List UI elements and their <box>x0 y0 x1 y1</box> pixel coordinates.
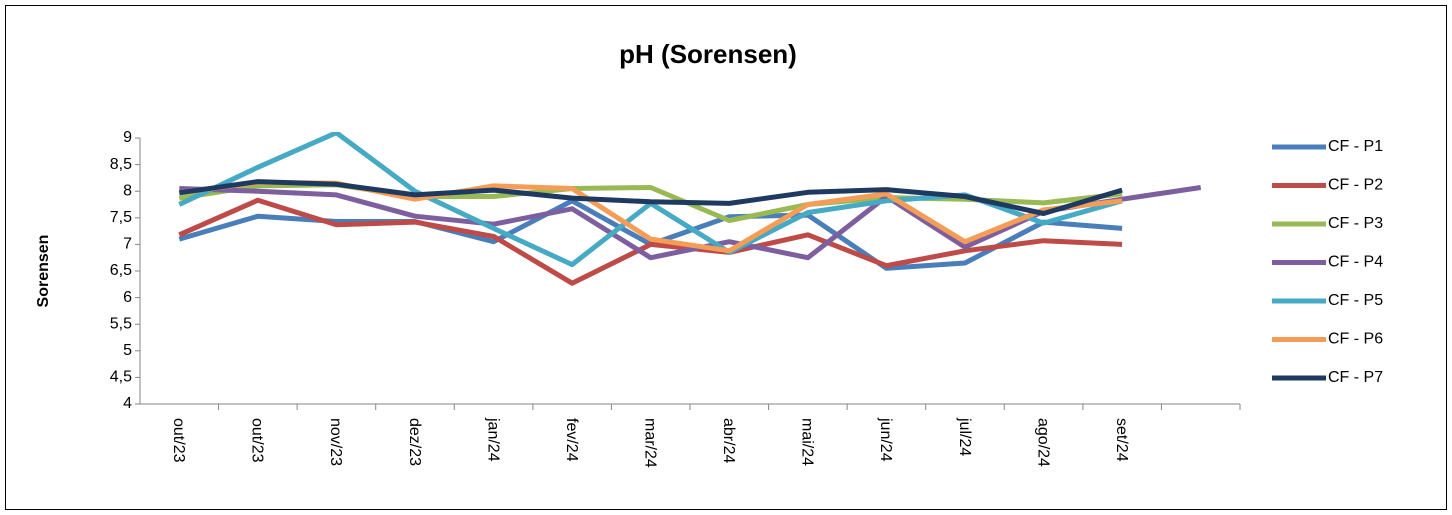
y-tick-label: 8 <box>123 182 132 199</box>
x-tick-label: jul/24 <box>956 417 973 456</box>
x-tick-label: set/24 <box>1113 418 1130 462</box>
legend-label: CF - P5 <box>1328 292 1383 309</box>
x-tick-label: jun/24 <box>877 417 894 462</box>
x-tick-label: ago/24 <box>1034 418 1051 467</box>
legend-label: CF - P1 <box>1328 138 1383 155</box>
series-line <box>178 197 1123 286</box>
x-tick-label: nov/23 <box>327 418 344 466</box>
y-tick-label: 5,5 <box>110 315 132 332</box>
y-tick-label: 9 <box>123 129 132 146</box>
plot-area <box>178 132 1202 286</box>
legend-label: CF - P2 <box>1328 177 1383 194</box>
series-line <box>178 179 1123 216</box>
y-tick-label: 4,5 <box>110 369 132 386</box>
chart-title: pH (Sorensen) <box>619 39 797 69</box>
x-tick-label: dez/23 <box>406 418 423 466</box>
x-tick-label: fev/24 <box>563 418 580 462</box>
legend-label: CF - P6 <box>1328 331 1383 348</box>
chart-border <box>5 5 1447 510</box>
y-tick-label: 5 <box>123 342 132 359</box>
x-tick-label: mar/24 <box>641 418 658 468</box>
legend-label: CF - P4 <box>1328 254 1383 271</box>
y-tick-label: 8,5 <box>110 156 132 173</box>
y-tick-label: 7 <box>123 236 132 253</box>
y-tick-label: 4 <box>123 395 132 412</box>
y-tick-label: 6,5 <box>110 262 132 279</box>
y-axis-label: Sorensen <box>35 235 52 308</box>
x-tick-label: jan/24 <box>484 417 501 462</box>
x-tick-label: out/23 <box>170 418 187 463</box>
legend-label: CF - P7 <box>1328 369 1383 386</box>
legend-label: CF - P3 <box>1328 215 1383 232</box>
x-tick-label: abr/24 <box>720 418 737 463</box>
y-tick-label: 7,5 <box>110 209 132 226</box>
x-tick-label: mai/24 <box>799 418 816 466</box>
x-tick-label: out/23 <box>249 418 266 463</box>
y-tick-label: 6 <box>123 289 132 306</box>
